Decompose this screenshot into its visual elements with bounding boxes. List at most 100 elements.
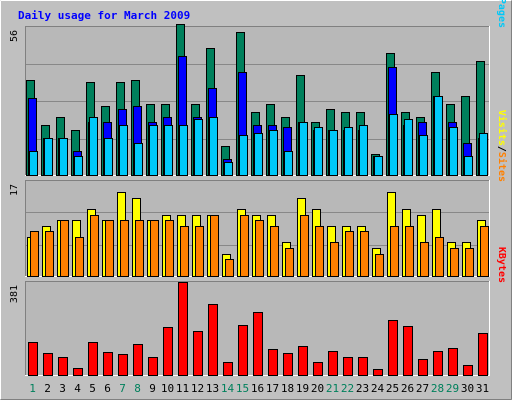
bar-sites-day-21 — [330, 242, 339, 277]
bar-pages-day-23 — [359, 125, 368, 176]
bar-kbytes-day-27 — [418, 359, 428, 376]
day-label-21: 21 — [326, 382, 339, 395]
bar-pages-day-28 — [434, 96, 443, 176]
bar-pages-day-27 — [419, 135, 428, 176]
day-label-7: 7 — [119, 382, 126, 395]
bar-kbytes-day-15 — [238, 325, 248, 376]
day-label-16: 16 — [251, 382, 264, 395]
bar-pages-day-20 — [314, 127, 323, 176]
bar-pages-day-29 — [449, 127, 458, 176]
bar-kbytes-day-16 — [253, 312, 263, 376]
bar-sites-day-1 — [30, 231, 39, 277]
bar-sites-day-27 — [420, 242, 429, 277]
bar-kbytes-day-11 — [178, 282, 188, 376]
bar-sites-day-26 — [405, 226, 414, 277]
bar-sites-day-30 — [465, 248, 474, 277]
bar-pages-day-16 — [254, 133, 263, 176]
bar-sites-day-29 — [450, 248, 459, 277]
bar-sites-day-28 — [435, 237, 444, 277]
bar-kbytes-day-1 — [28, 342, 38, 376]
bar-kbytes-day-22 — [343, 357, 353, 376]
chart-panels: 56Hits/Files/Pages17Visits/Sites381KByte… — [9, 0, 508, 395]
panel-1-ymax-label: 17 — [9, 184, 20, 196]
bar-pages-day-3 — [59, 138, 68, 176]
bar-pages-day-6 — [104, 138, 113, 176]
panel-1-legend: Visits/Sites — [496, 110, 508, 182]
bar-sites-day-10 — [165, 220, 174, 277]
bar-sites-day-3 — [60, 220, 69, 277]
bar-pages-day-25 — [389, 114, 398, 176]
bar-pages-day-14 — [224, 162, 233, 176]
legend-visits: Visits — [496, 110, 508, 146]
bar-pages-day-17 — [269, 130, 278, 176]
legend-separator: / — [496, 146, 507, 152]
bar-sites-day-14 — [225, 259, 234, 277]
bar-kbytes-day-28 — [433, 351, 443, 376]
bar-kbytes-day-29 — [448, 348, 458, 376]
day-label-25: 25 — [386, 382, 399, 395]
bar-pages-day-15 — [239, 135, 248, 176]
day-label-20: 20 — [311, 382, 324, 395]
bar-kbytes-day-10 — [163, 327, 173, 376]
day-label-22: 22 — [341, 382, 354, 395]
bar-pages-day-31 — [479, 133, 488, 176]
bar-sites-day-4 — [75, 237, 84, 277]
day-label-2: 2 — [44, 382, 51, 395]
day-label-12: 12 — [191, 382, 204, 395]
bar-pages-day-19 — [299, 122, 308, 176]
legend-pages: Pages — [496, 0, 507, 28]
panel-0-ymax-label: 56 — [9, 30, 20, 42]
day-label-1: 1 — [29, 382, 36, 395]
bar-pages-day-7 — [119, 125, 128, 176]
bar-sites-day-6 — [105, 220, 114, 277]
bar-pages-day-2 — [44, 138, 53, 176]
bar-sites-day-5 — [90, 215, 99, 277]
bar-sites-day-13 — [210, 215, 219, 277]
day-label-19: 19 — [296, 382, 309, 395]
bar-kbytes-day-4 — [73, 368, 83, 376]
bar-sites-day-17 — [270, 226, 279, 277]
day-label-15: 15 — [236, 382, 249, 395]
legend-sites: Sites — [496, 152, 508, 182]
panel-2-ymax-label: 381 — [9, 285, 20, 303]
bar-sites-day-11 — [180, 226, 189, 277]
bar-pages-day-21 — [329, 130, 338, 176]
bar-sites-day-12 — [195, 226, 204, 277]
bar-kbytes-day-6 — [103, 352, 113, 376]
day-label-23: 23 — [356, 382, 369, 395]
bar-kbytes-day-2 — [43, 353, 53, 376]
bar-pages-day-22 — [344, 127, 353, 176]
bar-kbytes-day-17 — [268, 349, 278, 376]
bar-sites-day-18 — [285, 248, 294, 277]
day-label-10: 10 — [161, 382, 174, 395]
day-label-17: 17 — [266, 382, 279, 395]
bar-kbytes-day-23 — [358, 357, 368, 376]
day-label-31: 31 — [476, 382, 489, 395]
legend-kbytes: KBytes — [496, 247, 507, 283]
bar-sites-day-23 — [360, 231, 369, 277]
day-label-14: 14 — [221, 382, 235, 395]
bar-kbytes-day-3 — [58, 357, 68, 376]
bar-pages-day-10 — [164, 125, 173, 176]
bar-kbytes-day-7 — [118, 354, 128, 376]
bar-pages-day-5 — [89, 117, 98, 176]
bar-pages-day-9 — [149, 125, 158, 176]
bar-sites-day-8 — [135, 220, 144, 277]
bar-sites-day-24 — [375, 254, 384, 277]
day-label-6: 6 — [104, 382, 111, 395]
day-label-24: 24 — [371, 382, 385, 395]
bar-sites-day-19 — [300, 215, 309, 277]
bar-kbytes-day-13 — [208, 304, 218, 376]
bar-kbytes-day-24 — [373, 369, 383, 376]
bar-kbytes-day-31 — [478, 333, 488, 376]
bar-kbytes-day-12 — [193, 331, 203, 376]
day-label-13: 13 — [206, 382, 219, 395]
bar-sites-day-7 — [120, 220, 129, 277]
bar-pages-day-30 — [464, 156, 473, 176]
bar-sites-day-22 — [345, 231, 354, 277]
bar-kbytes-day-25 — [388, 320, 398, 376]
bar-sites-day-15 — [240, 215, 249, 277]
day-label-27: 27 — [416, 382, 429, 395]
